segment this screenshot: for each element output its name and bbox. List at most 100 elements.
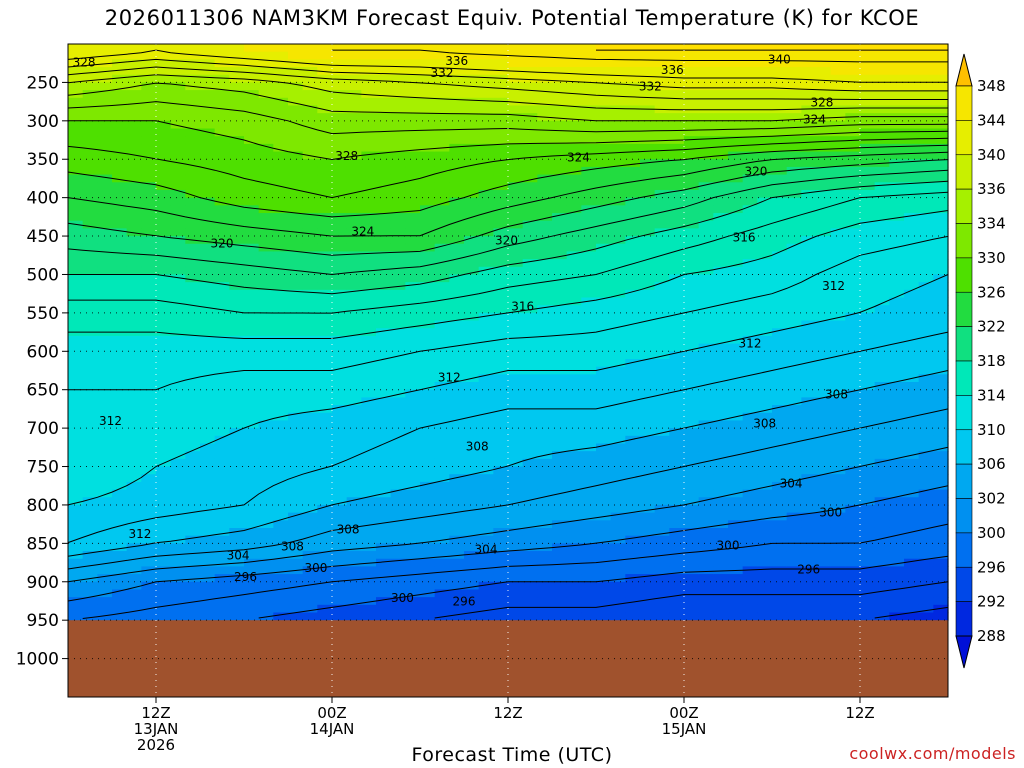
field-cell	[478, 397, 494, 406]
field-cell	[376, 612, 392, 621]
field-cell	[68, 481, 84, 491]
field-cell	[757, 597, 773, 606]
field-cell	[478, 213, 494, 222]
field-cell	[317, 405, 333, 414]
field-cell	[904, 581, 920, 591]
field-cell	[860, 558, 876, 567]
field-cell	[830, 120, 846, 130]
field-cell	[141, 320, 157, 329]
field-cell	[786, 320, 802, 329]
field-cell	[830, 182, 846, 191]
field-cell	[68, 574, 84, 583]
field-cell	[610, 220, 626, 229]
field-cell	[537, 228, 553, 237]
field-cell	[610, 458, 626, 468]
field-cell	[200, 481, 216, 491]
field-cell	[170, 266, 186, 276]
field-cell	[684, 320, 700, 329]
field-cell	[156, 520, 172, 529]
field-cell	[244, 182, 260, 191]
field-cell	[581, 451, 597, 460]
field-cell	[654, 282, 670, 291]
field-cell	[904, 512, 920, 521]
field-cell	[684, 405, 700, 414]
field-cell	[346, 535, 362, 544]
field-cell	[713, 589, 729, 598]
field-cell	[317, 282, 333, 291]
field-cell	[493, 405, 509, 414]
field-cell	[229, 543, 245, 552]
field-cell	[786, 428, 802, 437]
field-cell	[229, 397, 245, 406]
field-cell	[478, 90, 494, 99]
y-tick-label: 900	[27, 573, 59, 593]
field-cell	[537, 105, 553, 114]
field-cell	[317, 90, 333, 99]
field-cell	[464, 44, 480, 53]
field-cell	[904, 136, 920, 145]
field-cell	[713, 412, 729, 422]
field-cell	[537, 458, 553, 468]
field-cell	[522, 520, 538, 529]
field-cell	[889, 228, 905, 237]
field-cell	[376, 535, 392, 544]
field-cell	[816, 282, 832, 291]
field-cell	[713, 420, 729, 429]
field-cell	[420, 189, 436, 199]
field-cell	[904, 282, 920, 291]
field-cell	[332, 520, 348, 529]
field-cell	[493, 612, 509, 621]
field-cell	[596, 228, 612, 237]
field-cell	[772, 412, 788, 422]
field-cell	[302, 197, 318, 206]
field-cell	[126, 113, 142, 122]
field-cell	[273, 443, 289, 452]
field-cell	[742, 466, 758, 475]
field-cell	[713, 458, 729, 468]
field-cell	[684, 566, 700, 575]
field-cell	[610, 443, 626, 452]
field-cell	[860, 320, 876, 329]
field-cell	[669, 474, 685, 483]
field-cell	[68, 366, 84, 375]
field-cell	[830, 481, 846, 491]
contour-334	[67, 82, 948, 122]
field-cell	[317, 174, 333, 183]
field-cell	[596, 597, 612, 606]
field-cell	[772, 374, 788, 383]
field-cell	[288, 259, 304, 268]
field-cell	[493, 166, 509, 176]
contour-336	[67, 74, 948, 111]
field-cell	[126, 428, 142, 437]
field-cell	[361, 412, 377, 422]
field-cell	[566, 466, 582, 475]
field-cell	[508, 428, 524, 437]
field-cell	[772, 612, 788, 621]
colorbar-swatch	[955, 85, 973, 121]
field-cell	[933, 382, 949, 391]
field-cell	[772, 182, 788, 191]
field-cell	[68, 97, 84, 107]
field-cell	[361, 389, 377, 398]
field-cell	[229, 143, 245, 153]
field-cell	[170, 274, 186, 283]
field-cell	[346, 282, 362, 291]
field-cell	[405, 197, 421, 206]
field-cell	[376, 574, 392, 583]
field-cell	[610, 312, 626, 322]
field-cell	[713, 136, 729, 145]
contour-label: 312	[128, 527, 151, 541]
field-cell	[346, 382, 362, 391]
field-cell	[918, 82, 934, 91]
field-cell	[918, 504, 934, 514]
field-cell	[493, 82, 509, 91]
field-cell	[889, 358, 905, 368]
field-cell	[170, 504, 186, 514]
field-cell	[801, 67, 817, 76]
field-cell	[97, 520, 113, 529]
field-cell	[581, 120, 597, 130]
field-cell	[581, 312, 597, 322]
contour-320	[67, 169, 949, 276]
field-cell	[874, 351, 890, 360]
field-cell	[214, 328, 230, 337]
